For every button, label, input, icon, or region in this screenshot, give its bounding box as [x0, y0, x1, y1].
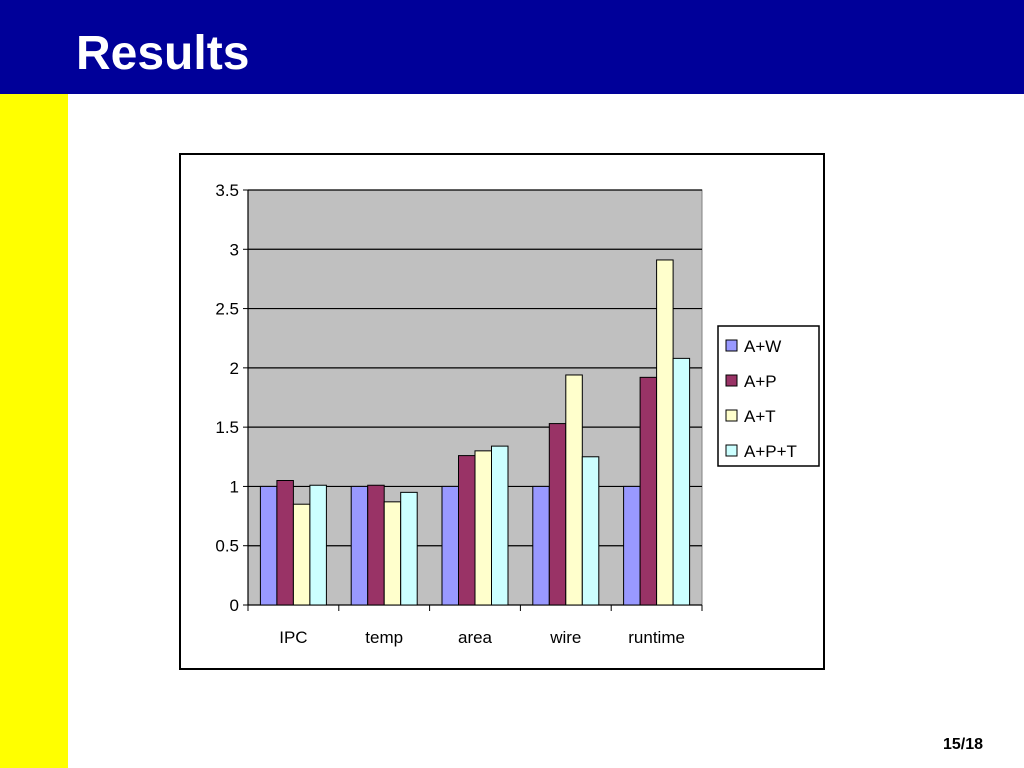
left-accent-band: [0, 94, 68, 768]
page-number: 15/18: [942, 736, 983, 753]
legend-label: A+W: [744, 337, 781, 356]
bar-a-t: [383, 501, 402, 606]
y-tick-label: 1.5: [215, 418, 239, 437]
y-tick-label: 2.5: [215, 300, 239, 319]
legend-swatch: [725, 409, 738, 422]
bar-a-p-t: [672, 357, 691, 606]
legend-swatch: [725, 339, 738, 352]
bar-a-p: [548, 423, 567, 606]
x-category-label: IPC: [279, 628, 307, 647]
title-bar: [0, 0, 1024, 94]
legend-swatch: [725, 374, 738, 387]
bar-a-t: [656, 259, 674, 606]
y-tick-label: 2: [230, 359, 239, 378]
chart-frame: 0 0.5 1 1.5 2 2.5 3 3.5 IPC temp area wire runtime A+…: [179, 153, 825, 670]
y-tick-label: 0.5: [215, 537, 239, 556]
bar-a-p-t: [581, 456, 600, 606]
legend-label: A+T: [744, 407, 776, 426]
y-tick-label: 3.5: [215, 181, 239, 200]
bar-a-p-t: [400, 491, 418, 606]
bar-chart: 0 0.5 1 1.5 2 2.5 3 3.5 IPC temp area wire runtime A+…: [215, 181, 820, 647]
bar-a-w: [623, 485, 641, 606]
bar-a-p: [458, 455, 476, 606]
bar-a-p-t: [491, 445, 509, 606]
x-category-label: runtime: [628, 628, 685, 647]
bar-a-t: [292, 503, 311, 606]
x-category-label: area: [458, 628, 493, 647]
x-category-label: wire: [549, 628, 581, 647]
bar-a-p: [367, 484, 385, 606]
bar-a-w: [532, 485, 550, 606]
bar-a-w: [259, 485, 278, 606]
y-tick-label: 3: [230, 240, 239, 259]
bar-a-t: [474, 450, 492, 606]
y-tick-label: 1: [230, 477, 239, 496]
bar-a-w: [350, 485, 369, 606]
legend-label: A+P: [744, 372, 777, 391]
x-category-label: temp: [365, 628, 403, 647]
legend-label: A+P+T: [744, 442, 797, 461]
legend-swatch: [725, 444, 738, 457]
slide-title: Results: [76, 27, 250, 80]
bar-a-t: [565, 374, 583, 606]
y-tick-label: 0: [230, 596, 239, 615]
bar-a-p: [639, 376, 658, 606]
bar-a-p: [276, 480, 294, 606]
bar-a-p-t: [309, 484, 327, 606]
bar-a-w: [441, 485, 459, 606]
